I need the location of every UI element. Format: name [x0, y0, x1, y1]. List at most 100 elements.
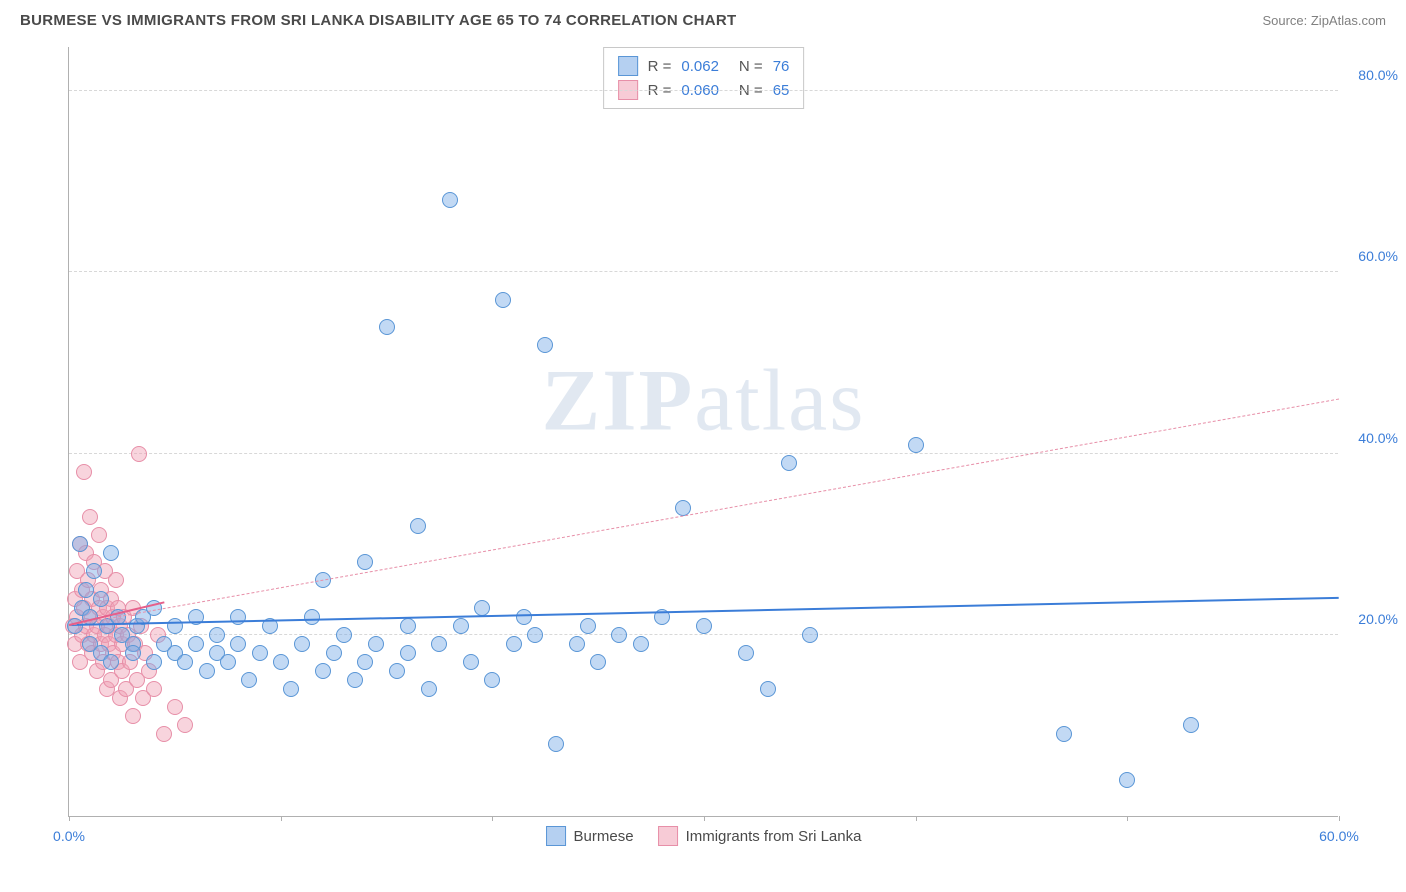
gridline	[69, 453, 1338, 454]
y-tick-label: 20.0%	[1358, 611, 1398, 627]
gridline	[69, 634, 1338, 635]
scatter-point	[696, 618, 712, 634]
scatter-point	[580, 618, 596, 634]
scatter-point	[103, 654, 119, 670]
watermark-bold: ZIP	[542, 352, 695, 449]
stat-n-label: N =	[739, 58, 763, 75]
scatter-point	[304, 609, 320, 625]
scatter-point	[125, 708, 141, 724]
swatch-burmese	[618, 56, 638, 76]
scatter-point	[241, 672, 257, 688]
chart-header: BURMESE VS IMMIGRANTS FROM SRI LANKA DIS…	[0, 0, 1406, 37]
scatter-point	[209, 627, 225, 643]
scatter-point	[357, 554, 373, 570]
bottom-legend: Burmese Immigrants from Sri Lanka	[546, 826, 862, 846]
scatter-point	[400, 618, 416, 634]
watermark: ZIPatlas	[542, 350, 866, 451]
stats-row-burmese: R = 0.062 N = 76	[618, 54, 790, 78]
y-tick-label: 60.0%	[1358, 248, 1398, 264]
scatter-point	[633, 636, 649, 652]
scatter-point	[167, 699, 183, 715]
trend-line	[69, 398, 1339, 625]
scatter-point	[760, 681, 776, 697]
x-tick	[1127, 816, 1128, 821]
legend-item-srilanka: Immigrants from Sri Lanka	[658, 826, 862, 846]
scatter-point	[108, 572, 124, 588]
scatter-point	[389, 663, 405, 679]
legend-item-burmese: Burmese	[546, 826, 634, 846]
scatter-point	[156, 726, 172, 742]
scatter-point	[590, 654, 606, 670]
scatter-point	[146, 681, 162, 697]
scatter-point	[802, 627, 818, 643]
scatter-point	[368, 636, 384, 652]
scatter-point	[431, 636, 447, 652]
scatter-point	[146, 654, 162, 670]
scatter-point	[569, 636, 585, 652]
scatter-point	[82, 509, 98, 525]
scatter-point	[495, 292, 511, 308]
scatter-point	[103, 545, 119, 561]
scatter-point	[463, 654, 479, 670]
stat-n-burmese: 76	[773, 58, 790, 75]
legend-label-burmese: Burmese	[574, 828, 634, 845]
legend-label-srilanka: Immigrants from Sri Lanka	[686, 828, 862, 845]
scatter-point	[294, 636, 310, 652]
x-tick-label: 0.0%	[53, 828, 85, 844]
scatter-point	[283, 681, 299, 697]
plot-area: ZIPatlas R = 0.062 N = 76 R = 0.060 N = …	[68, 47, 1338, 817]
scatter-point	[421, 681, 437, 697]
scatter-point	[72, 536, 88, 552]
scatter-point	[93, 591, 109, 607]
scatter-point	[410, 518, 426, 534]
scatter-point	[537, 337, 553, 353]
scatter-point	[611, 627, 627, 643]
scatter-point	[273, 654, 289, 670]
x-tick	[704, 816, 705, 821]
source-attribution: Source: ZipAtlas.com	[1262, 13, 1386, 28]
gridline	[69, 271, 1338, 272]
scatter-point	[86, 563, 102, 579]
scatter-point	[357, 654, 373, 670]
x-tick	[281, 816, 282, 821]
scatter-point	[131, 446, 147, 462]
x-tick	[69, 816, 70, 821]
scatter-point	[252, 645, 268, 661]
scatter-point	[125, 645, 141, 661]
scatter-point	[738, 645, 754, 661]
scatter-point	[336, 627, 352, 643]
scatter-point	[1183, 717, 1199, 733]
scatter-point	[230, 636, 246, 652]
y-tick-label: 80.0%	[1358, 67, 1398, 83]
scatter-point	[188, 636, 204, 652]
y-tick-label: 40.0%	[1358, 430, 1398, 446]
scatter-point	[177, 717, 193, 733]
gridline	[69, 90, 1338, 91]
scatter-point	[474, 600, 490, 616]
scatter-point	[781, 455, 797, 471]
scatter-point	[76, 464, 92, 480]
chart-title: BURMESE VS IMMIGRANTS FROM SRI LANKA DIS…	[20, 12, 737, 29]
scatter-point	[167, 618, 183, 634]
scatter-point	[326, 645, 342, 661]
scatter-point	[1056, 726, 1072, 742]
legend-swatch-srilanka	[658, 826, 678, 846]
x-tick	[916, 816, 917, 821]
scatter-point	[484, 672, 500, 688]
scatter-point	[548, 736, 564, 752]
scatter-point	[1119, 772, 1135, 788]
stat-r-label: R =	[648, 58, 672, 75]
x-tick	[492, 816, 493, 821]
legend-swatch-burmese	[546, 826, 566, 846]
scatter-point	[442, 192, 458, 208]
x-tick	[1339, 816, 1340, 821]
watermark-light: atlas	[694, 352, 865, 449]
x-tick-label: 60.0%	[1319, 828, 1359, 844]
scatter-point	[199, 663, 215, 679]
scatter-point	[78, 582, 94, 598]
scatter-point	[516, 609, 532, 625]
scatter-point	[315, 663, 331, 679]
scatter-point	[347, 672, 363, 688]
scatter-point	[527, 627, 543, 643]
scatter-point	[453, 618, 469, 634]
